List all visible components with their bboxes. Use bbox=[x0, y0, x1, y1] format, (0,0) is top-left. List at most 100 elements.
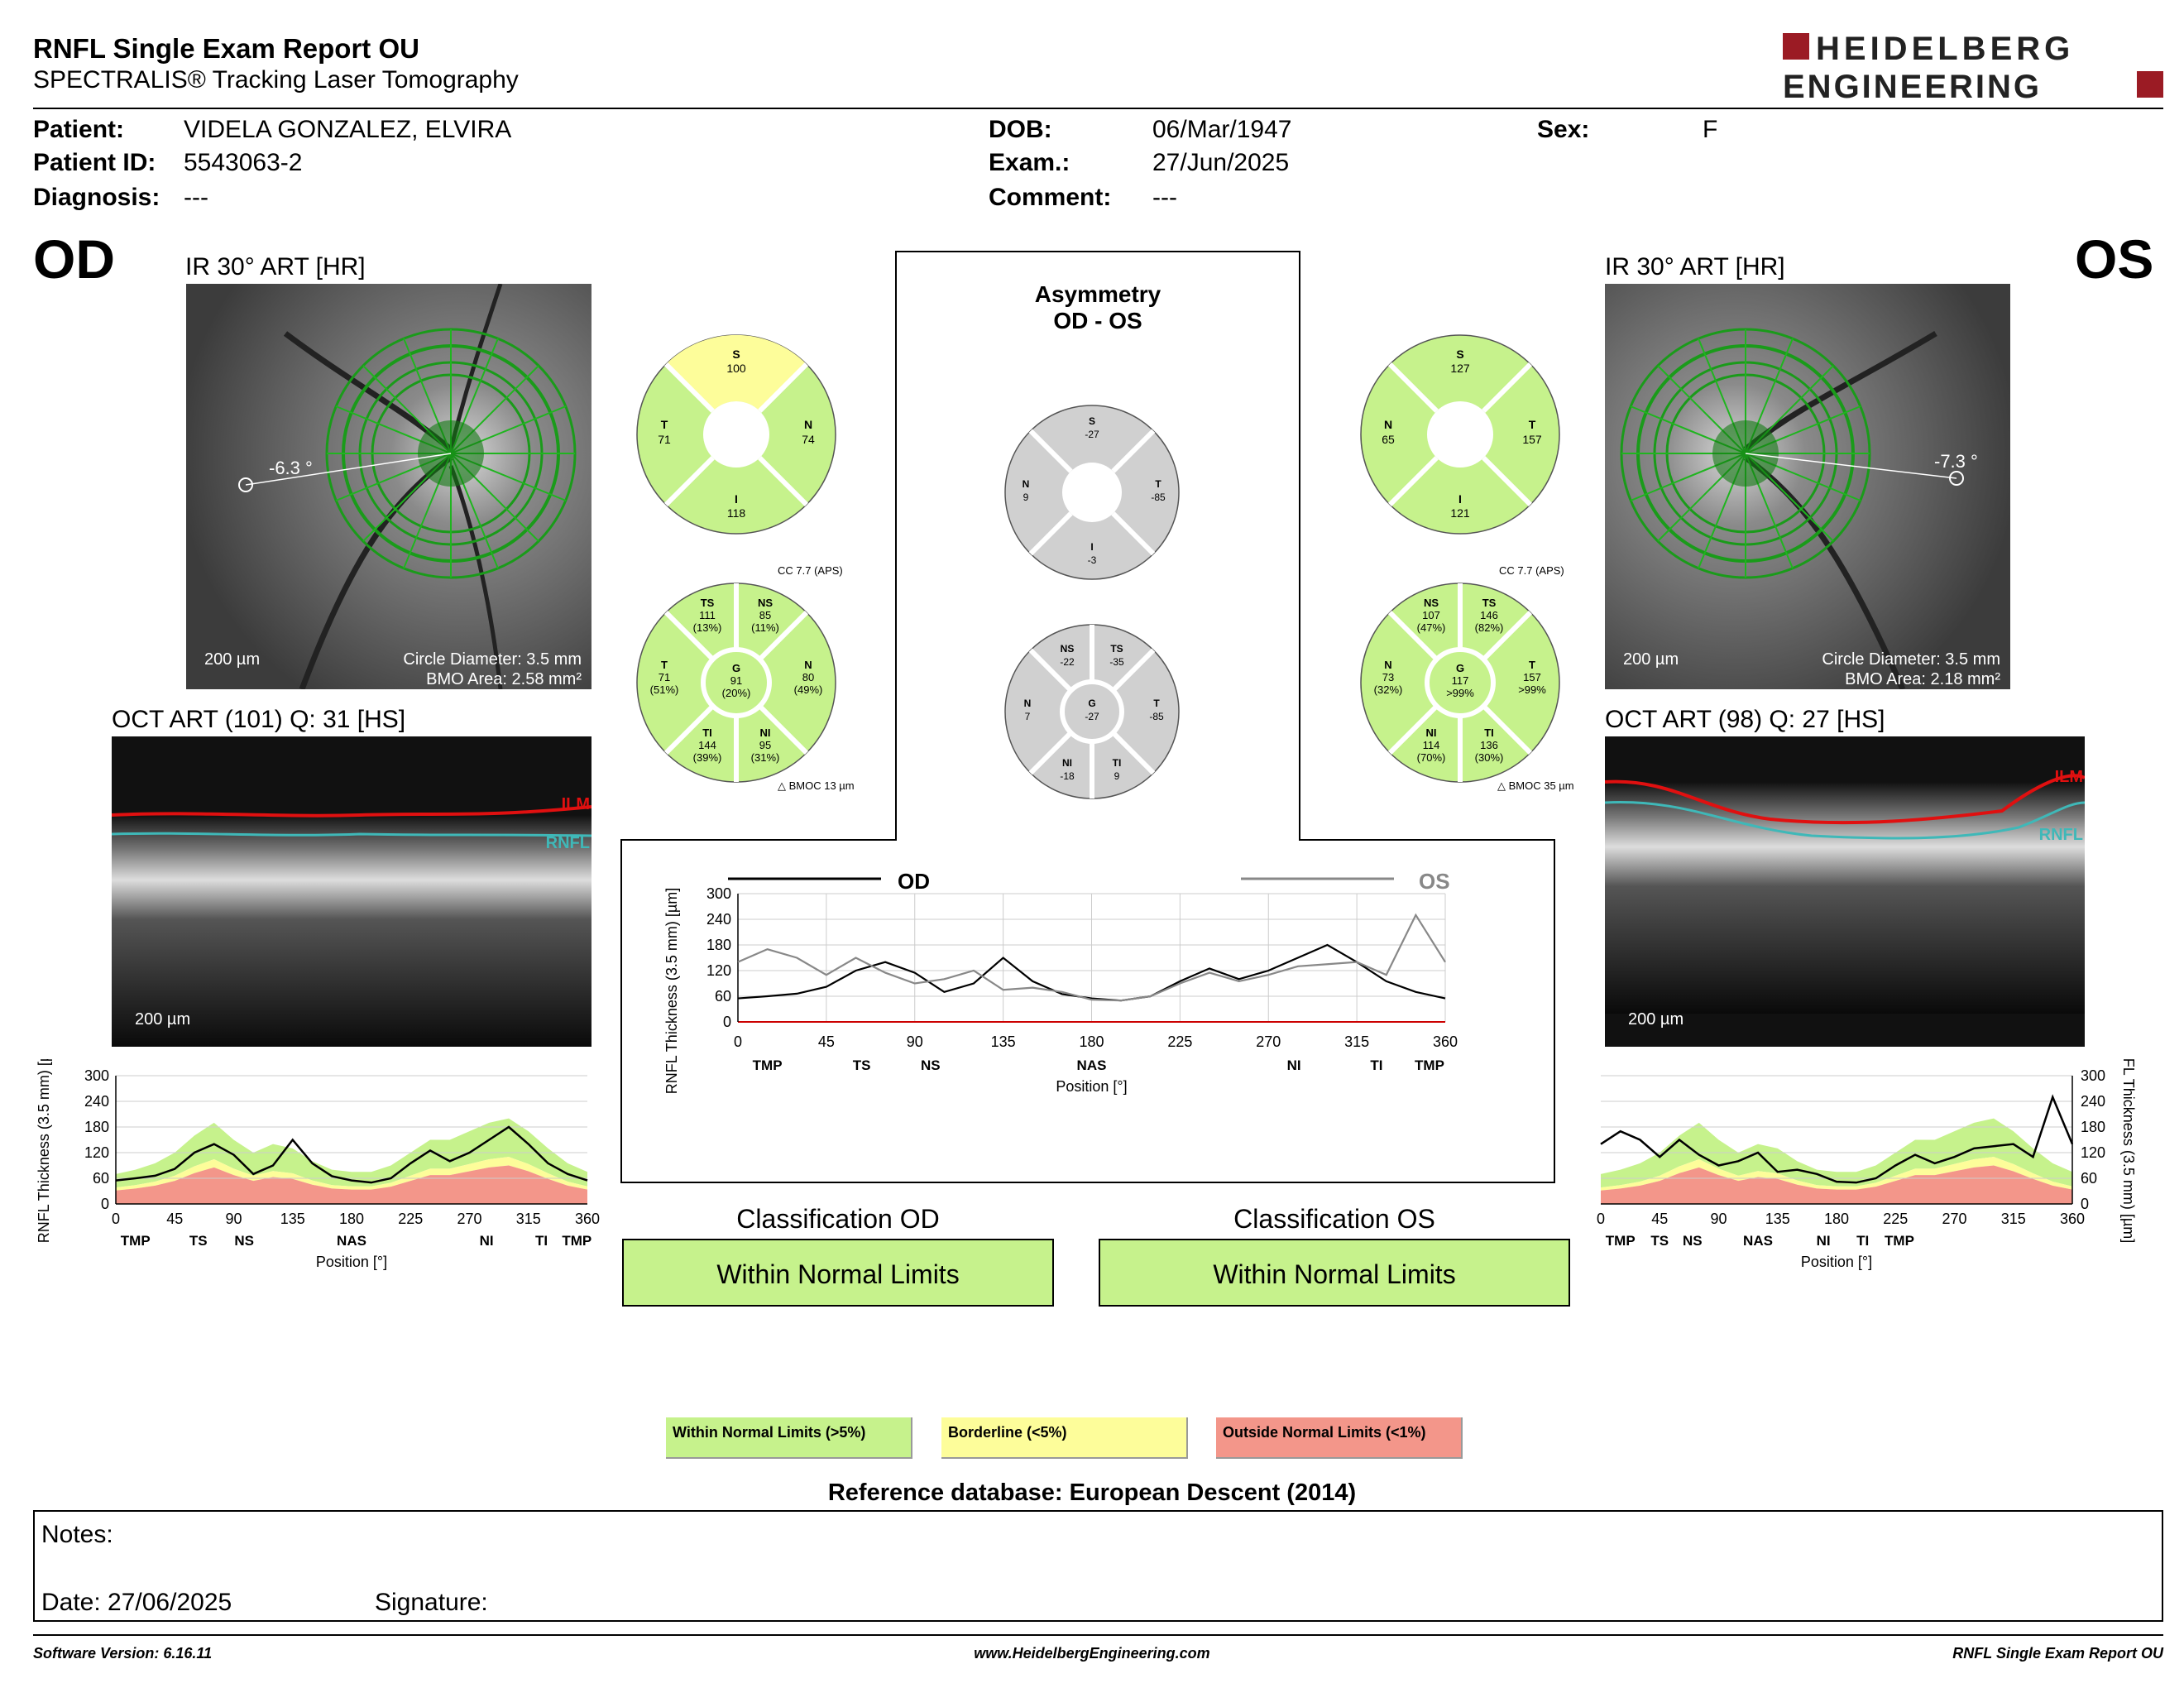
od-ilm-label: ILM bbox=[562, 795, 590, 813]
svg-text:S: S bbox=[732, 348, 740, 361]
legend-onl: Outside Normal Limits (<1%) bbox=[1216, 1417, 1463, 1459]
x-tick-label: 315 bbox=[516, 1211, 541, 1227]
sector-tick-label: TMP bbox=[121, 1233, 151, 1249]
y-tick-label: 120 bbox=[84, 1144, 109, 1161]
comment-label: Comment: bbox=[989, 184, 1112, 211]
od-oct-image: ILM RNFL 200 µm bbox=[111, 736, 592, 1047]
svg-text:N: N bbox=[1024, 698, 1032, 709]
svg-text:T: T bbox=[1155, 478, 1161, 490]
x-tick-label: 135 bbox=[1765, 1211, 1790, 1227]
x-tick-label: 225 bbox=[1167, 1033, 1192, 1050]
svg-text:85: 85 bbox=[759, 609, 771, 621]
y-tick-label: 60 bbox=[93, 1170, 109, 1187]
patient-label: Patient: bbox=[33, 116, 125, 143]
delta-icon: △ bbox=[1497, 779, 1506, 792]
x-tick-label: 45 bbox=[166, 1211, 183, 1227]
svg-text:I: I bbox=[1090, 541, 1093, 553]
od-t-value: 71 bbox=[658, 433, 671, 446]
od-sector-chart: TS 111 (13%) NS 85 (11%) T 71 (51%) G 91 (20%) N… bbox=[633, 579, 840, 786]
y-tick-label: 240 bbox=[2081, 1093, 2105, 1110]
x-tick-label: 180 bbox=[1824, 1211, 1849, 1227]
od-quadrant-chart: S 100 T 71 N 74 I 118 bbox=[633, 331, 840, 538]
svg-text:(70%): (70%) bbox=[1417, 751, 1446, 764]
svg-text:G: G bbox=[732, 662, 740, 674]
patient-id-value: 5543063-2 bbox=[184, 149, 303, 176]
svg-text:157: 157 bbox=[1522, 433, 1542, 446]
y-tick-label: 180 bbox=[84, 1119, 109, 1135]
signature-label: Signature: bbox=[375, 1589, 488, 1616]
od-fundus-image: -6.3 ° 200 µm Circle Diameter: 3.5 mm BM… bbox=[186, 284, 592, 689]
sector-tick-label: NS bbox=[921, 1057, 941, 1073]
svg-text:(49%): (49%) bbox=[794, 683, 823, 696]
svg-text:117: 117 bbox=[1452, 674, 1469, 687]
sector-tick-label: TI bbox=[1856, 1233, 1869, 1249]
sector-tick-label: TMP bbox=[1415, 1057, 1444, 1073]
asym-sector-chart: NS -22 TS -35 N 7 G -27 T -85 NI -18 TI 9 bbox=[1001, 621, 1183, 803]
os-profile-chart: 0 60 120 180 240 300 0 45 90 135 180 225 270 315 360 TM… bbox=[1597, 1037, 2167, 1299]
series-line-os bbox=[737, 913, 1446, 1002]
svg-text:(39%): (39%) bbox=[693, 751, 722, 764]
sector-tick-label: NAS bbox=[1077, 1057, 1107, 1073]
y-tick-label: 300 bbox=[706, 885, 731, 902]
x-tick-label: 225 bbox=[1883, 1211, 1908, 1227]
y-tick-label: 120 bbox=[706, 962, 731, 979]
sex-label: Sex: bbox=[1537, 116, 1590, 143]
heidelberg-logo: HEIDELBERG ENGINEERING bbox=[1783, 31, 2163, 105]
x-axis-label: Position [°] bbox=[1056, 1078, 1127, 1095]
svg-text:121: 121 bbox=[1450, 506, 1470, 520]
svg-text:-85: -85 bbox=[1151, 492, 1166, 503]
x-tick-label: 90 bbox=[907, 1033, 923, 1050]
svg-text:(13%): (13%) bbox=[693, 621, 722, 634]
svg-text:65: 65 bbox=[1382, 433, 1395, 446]
svg-text:S: S bbox=[1456, 348, 1463, 361]
os-bmo-area: BMO Area: 2.18 mm² bbox=[1845, 670, 2000, 688]
date-label: Date: 27/06/2025 bbox=[41, 1589, 232, 1616]
x-axis-label: Position [°] bbox=[1801, 1254, 1872, 1270]
series-line-od bbox=[737, 943, 1446, 1002]
svg-text:NI: NI bbox=[760, 727, 771, 739]
os-angle-text: -7.3 ° bbox=[1934, 451, 1978, 472]
classification-od-box: Within Normal Limits bbox=[622, 1239, 1054, 1307]
svg-text:G: G bbox=[1088, 698, 1095, 709]
svg-text:N: N bbox=[1023, 478, 1030, 490]
report-subtitle: SPECTRALIS® Tracking Laser Tomography bbox=[33, 66, 519, 94]
x-tick-label: 270 bbox=[1942, 1211, 1966, 1227]
svg-text:111: 111 bbox=[699, 609, 716, 621]
svg-text:(20%): (20%) bbox=[722, 687, 751, 699]
svg-text:NS: NS bbox=[1424, 597, 1439, 609]
os-circle-diameter: Circle Diameter: 3.5 mm bbox=[1822, 650, 2000, 669]
svg-text:114: 114 bbox=[1423, 739, 1440, 751]
od-ir-caption: IR 30° ART [HR] bbox=[185, 253, 366, 281]
svg-text:(82%): (82%) bbox=[1475, 621, 1504, 634]
footer-divider bbox=[33, 1634, 2163, 1636]
sector-tick-label: TS bbox=[1650, 1233, 1669, 1249]
classification-od-title: Classification OD bbox=[736, 1204, 940, 1234]
sex-value: F bbox=[1703, 116, 1718, 143]
y-tick-label: 240 bbox=[706, 911, 731, 928]
svg-text:(32%): (32%) bbox=[1374, 683, 1403, 696]
x-tick-label: 135 bbox=[280, 1211, 305, 1227]
y-axis-label: RNFL Thickness (3.5 mm) [µm] bbox=[663, 888, 680, 1094]
svg-text:TS: TS bbox=[1110, 643, 1123, 655]
footer-url[interactable]: www.HeidelbergEngineering.com bbox=[974, 1645, 1210, 1662]
svg-text:(47%): (47%) bbox=[1417, 621, 1446, 634]
svg-text:(31%): (31%) bbox=[751, 751, 780, 764]
y-axis-label: RNFL Thickness (3.5 mm) [µm] bbox=[37, 1059, 52, 1243]
diagnosis-value: --- bbox=[184, 184, 208, 211]
svg-text:127: 127 bbox=[1450, 362, 1470, 375]
svg-text:T: T bbox=[1529, 418, 1536, 431]
svg-text:-35: -35 bbox=[1109, 656, 1124, 668]
x-tick-label: 180 bbox=[1079, 1033, 1104, 1050]
compare-od-label: OD bbox=[898, 869, 930, 894]
os-oct-caption: OCT ART (98) Q: 27 [HS] bbox=[1605, 706, 1885, 733]
classification-os-box: Within Normal Limits bbox=[1099, 1239, 1570, 1307]
svg-text:80: 80 bbox=[802, 671, 814, 683]
sector-tick-label: TS bbox=[853, 1057, 871, 1073]
svg-text:(11%): (11%) bbox=[751, 621, 779, 634]
x-tick-label: 90 bbox=[1710, 1211, 1727, 1227]
svg-text:>99%: >99% bbox=[1446, 687, 1474, 699]
sector-tick-label: TMP bbox=[1606, 1233, 1636, 1249]
od-oct-scale: 200 µm bbox=[135, 1010, 190, 1029]
svg-text:(51%): (51%) bbox=[650, 683, 679, 696]
sector-tick-label: TS bbox=[189, 1233, 208, 1249]
